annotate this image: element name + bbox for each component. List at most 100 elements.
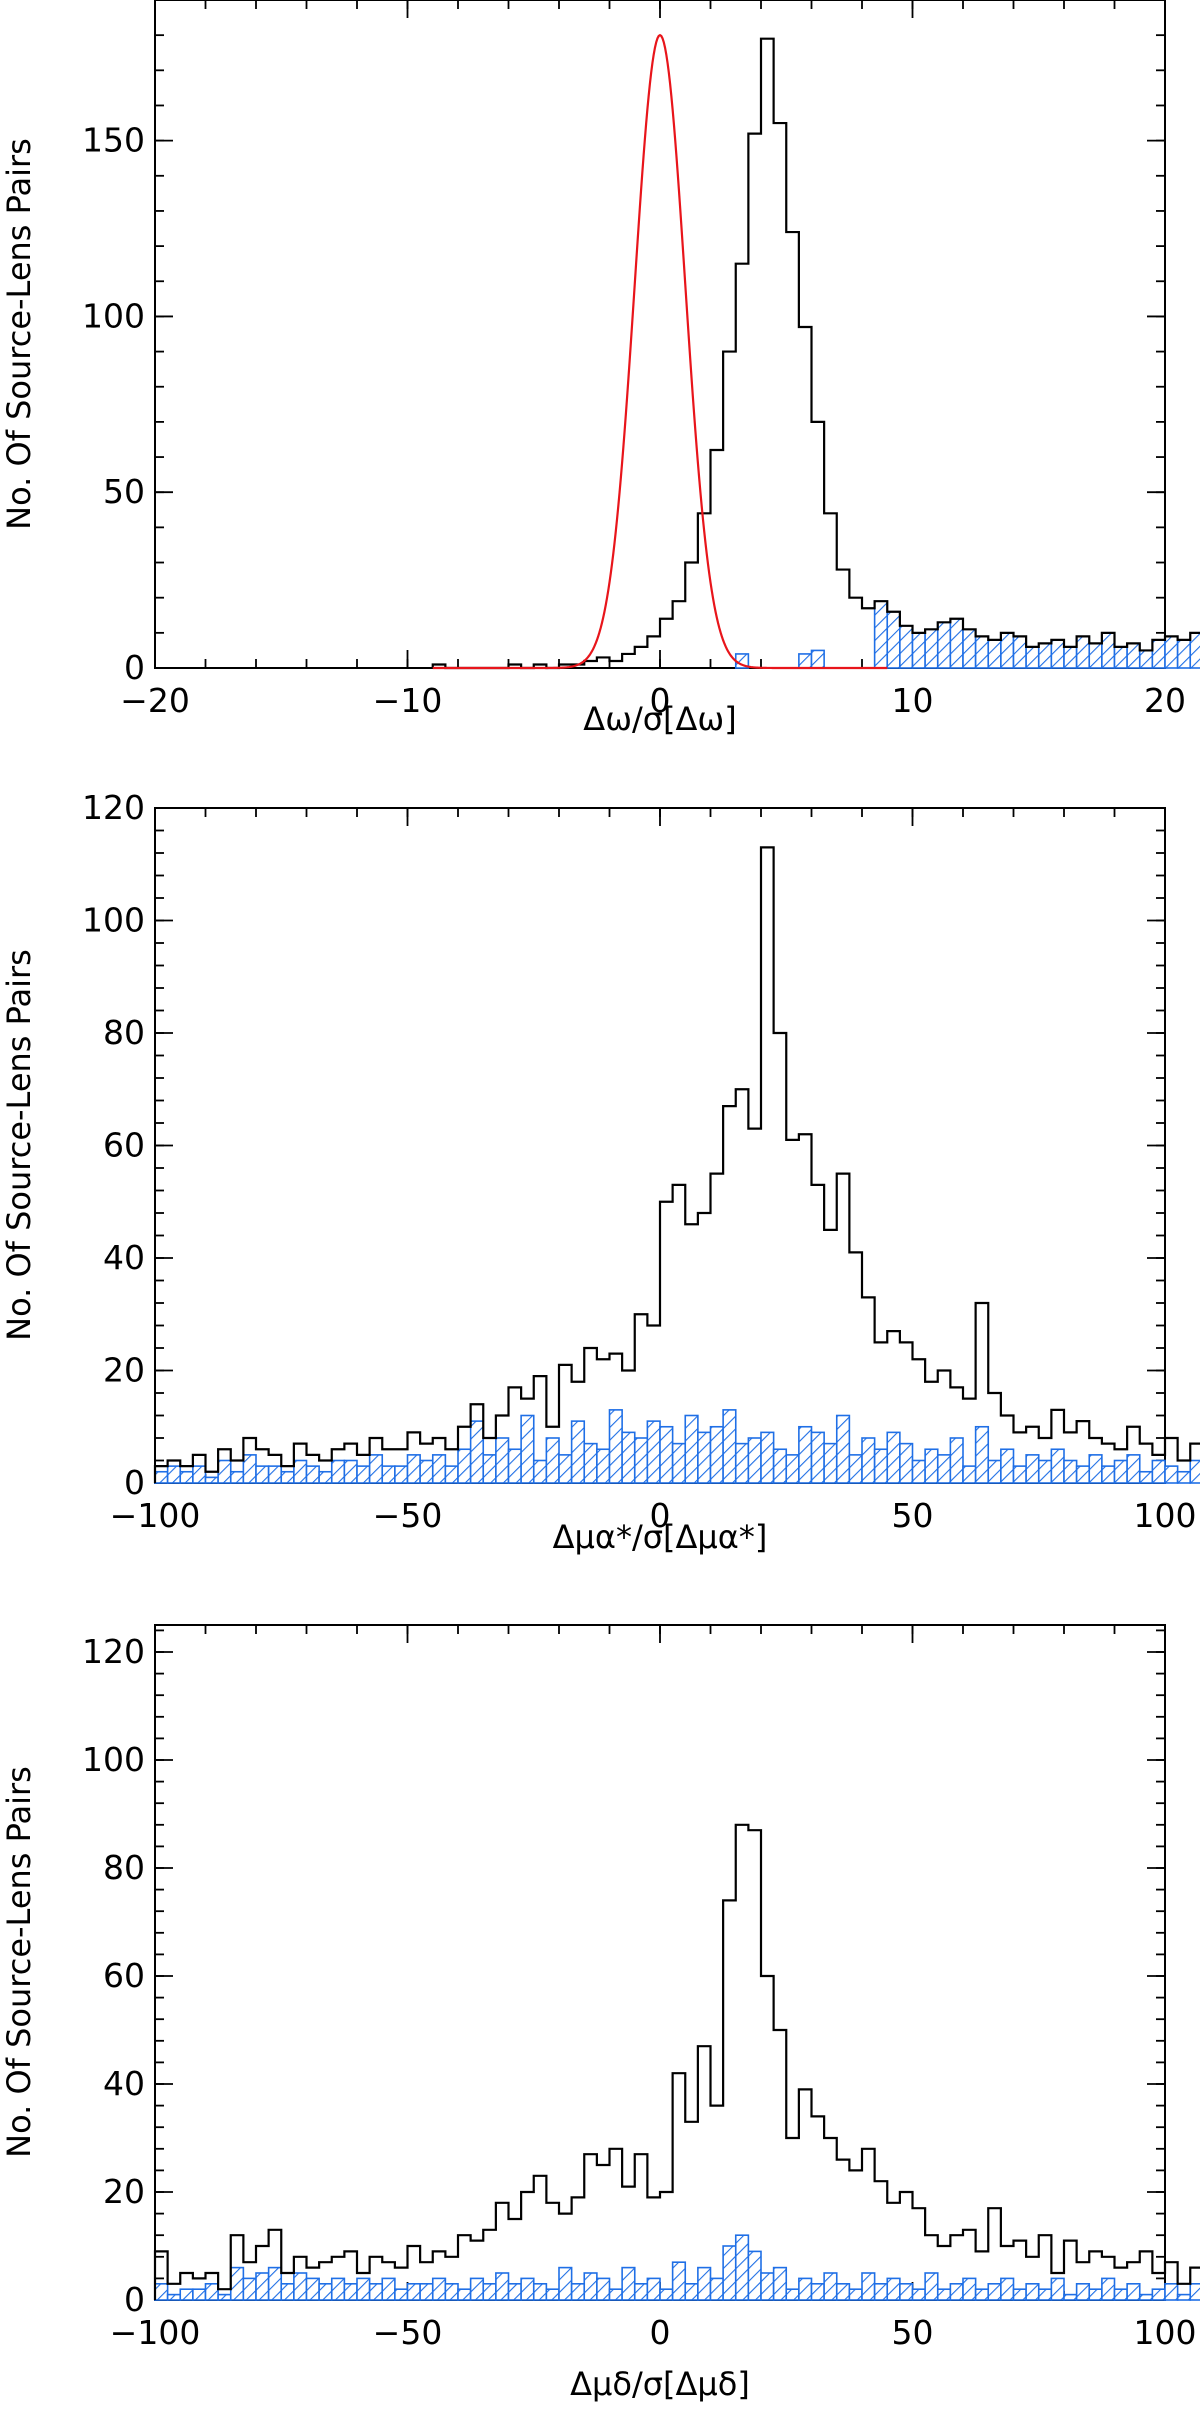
hatched-bar bbox=[835, 1414, 851, 1484]
hatched-bar bbox=[596, 1448, 611, 1484]
hatched-bar bbox=[697, 1431, 712, 1484]
hatched-bar bbox=[343, 2283, 358, 2301]
hatched-bar bbox=[482, 2283, 497, 2301]
x-tick-label: −50 bbox=[373, 2313, 443, 2352]
hatched-bar bbox=[495, 2272, 510, 2301]
hatched-bar bbox=[810, 1431, 825, 1484]
hatched-bar bbox=[810, 2283, 825, 2301]
x-axis-title: Δμδ/σ[Δμδ] bbox=[570, 2365, 750, 2403]
hatched-bar bbox=[154, 1470, 169, 1484]
plot-frame bbox=[154, 0, 1166, 669]
y-tick-label: 60 bbox=[103, 1126, 145, 1165]
hatched-bar bbox=[532, 1459, 548, 1484]
x-tick-label: 20 bbox=[1144, 681, 1186, 720]
x-tick-label: 50 bbox=[892, 2313, 934, 2352]
hatched-bar bbox=[823, 2272, 838, 2301]
hatched-bar bbox=[1012, 2288, 1027, 2301]
hatched-bar bbox=[974, 635, 990, 669]
hatched-bar bbox=[1101, 1465, 1116, 1484]
all-pairs-histogram bbox=[153, 846, 1200, 1483]
hatched-bar bbox=[1075, 1465, 1091, 1484]
hatched-bar bbox=[280, 1470, 295, 1484]
hatched-bar bbox=[154, 2283, 169, 2301]
hatched-bar bbox=[217, 1459, 232, 1484]
hatched-bar bbox=[229, 2266, 245, 2301]
y-tick-label: 0 bbox=[124, 2280, 145, 2319]
hatched-bar bbox=[1151, 639, 1166, 669]
hatched-bar bbox=[1101, 2277, 1116, 2301]
hatched-bar bbox=[936, 1454, 952, 1484]
hatched-bar bbox=[621, 2266, 636, 2301]
hatched-bar bbox=[570, 1420, 586, 1484]
hatched-bar bbox=[1151, 2288, 1166, 2301]
x-tick-label: 100 bbox=[1134, 1496, 1197, 1535]
y-tick-label: 80 bbox=[103, 1848, 145, 1887]
hatched-bar bbox=[886, 1431, 901, 1484]
hatched-bar bbox=[1189, 632, 1200, 669]
hatched-bar bbox=[293, 2272, 308, 2301]
hatched-bar bbox=[1138, 1470, 1154, 1484]
hatched-bar bbox=[911, 1459, 926, 1484]
hatched-bar bbox=[810, 649, 825, 669]
hatched-bar bbox=[798, 1425, 813, 1484]
hatched-bar bbox=[1063, 2293, 1078, 2301]
y-tick-label: 40 bbox=[103, 1238, 145, 1277]
hatched-bar bbox=[356, 2277, 371, 2301]
x-tick-label: 100 bbox=[1134, 2313, 1197, 2352]
hatched-bar bbox=[1113, 1459, 1128, 1484]
y-tick-label: 50 bbox=[103, 472, 145, 511]
hatched-bar bbox=[1012, 1465, 1027, 1484]
hatched-bar bbox=[330, 2277, 346, 2301]
hatched-bar bbox=[709, 2277, 724, 2301]
y-axis-title: No. Of Source-Lens Pairs bbox=[0, 949, 38, 1341]
y-tick-label: 100 bbox=[82, 296, 145, 335]
hatched-bar bbox=[1113, 2288, 1128, 2301]
hatched-bar bbox=[406, 1454, 421, 1484]
hatched-bar bbox=[204, 2283, 219, 2301]
hatched-bar bbox=[596, 2277, 611, 2301]
hatched-bar bbox=[280, 2283, 295, 2301]
hatched-bar bbox=[899, 625, 914, 669]
hatched-bar bbox=[1088, 2288, 1103, 2301]
hatched-bar bbox=[1151, 1459, 1166, 1484]
hatched-histogram bbox=[154, 1409, 1200, 1484]
tick-labels: −100 −50 0 50 100 0 20 40 60 80 100 120 bbox=[82, 788, 1197, 1535]
y-tick-label: 20 bbox=[103, 1351, 145, 1390]
hatched-bar bbox=[1126, 2283, 1141, 2301]
hatched-bar bbox=[1000, 1448, 1015, 1484]
plot-frame bbox=[154, 1624, 1166, 2301]
hatched-bar bbox=[747, 1437, 762, 1484]
hatched-bar bbox=[469, 1420, 485, 1484]
hatched-bar bbox=[798, 2277, 813, 2301]
all-pairs-histogram bbox=[153, 1823, 1200, 2300]
hatched-bar bbox=[899, 2283, 914, 2301]
hatched-bar bbox=[924, 628, 939, 669]
hatched-bar bbox=[962, 628, 977, 669]
hatched-bar bbox=[1037, 1459, 1053, 1484]
hatched-bar bbox=[204, 1476, 219, 1484]
y-tick-label: 150 bbox=[82, 121, 145, 160]
hatched-bar bbox=[646, 1420, 661, 1484]
hatched-bar bbox=[684, 2283, 699, 2301]
hatched-bar bbox=[507, 2283, 522, 2301]
x-tick-label: −10 bbox=[373, 681, 443, 720]
y-tick-label: 120 bbox=[82, 1632, 145, 1671]
hatched-bar bbox=[633, 2283, 649, 2301]
hatched-bar bbox=[659, 2288, 674, 2301]
hatched-bar bbox=[697, 2266, 712, 2301]
hatched-bar bbox=[217, 2293, 232, 2301]
hatched-bar bbox=[507, 1448, 522, 1484]
hatched-bar bbox=[1025, 2283, 1040, 2301]
hatched-bar bbox=[583, 1442, 598, 1484]
hatched-bar bbox=[709, 1425, 724, 1484]
hatched-bar bbox=[886, 610, 901, 669]
hatched-bar bbox=[873, 2283, 889, 2301]
hatched-bar bbox=[482, 1454, 497, 1484]
hatched-bar bbox=[419, 2283, 434, 2301]
hatched-bar bbox=[255, 1465, 270, 1484]
hatched-bar bbox=[1164, 635, 1179, 669]
hatched-bar bbox=[1176, 2293, 1192, 2301]
hatched-bar bbox=[1000, 632, 1015, 669]
hatched-bar bbox=[747, 2250, 762, 2301]
